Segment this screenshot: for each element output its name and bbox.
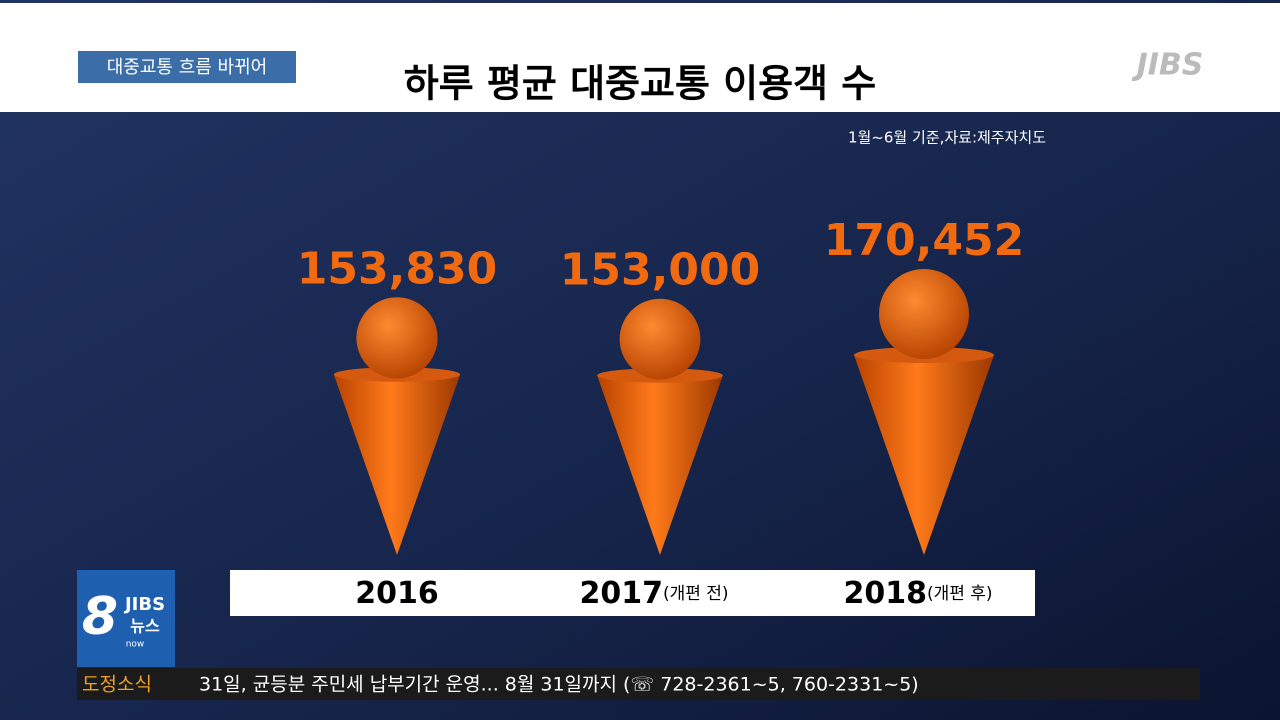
x-tick-label: 2016: [355, 576, 439, 611]
ticker-text: 31일, 균등분 주민세 납부기간 운영... 8월 31일까지 (☏ 728-…: [199, 674, 919, 696]
tag-box: [78, 51, 296, 83]
category: 2017: [579, 576, 663, 611]
chart-title: 하루 평균 대중교통 이용객 수: [404, 62, 876, 106]
figure-body: [597, 370, 723, 555]
value-label: 153,000: [560, 245, 760, 296]
tag: 대중교통 흐름 바뀌어: [107, 57, 267, 78]
person-figure: [854, 269, 994, 555]
ticker-label: 도정소식: [82, 674, 152, 696]
figure-head: [619, 298, 701, 380]
figure-body: [854, 349, 994, 555]
person-figure: [333, 297, 461, 555]
category-note: (개편 전): [663, 584, 729, 604]
logo-brand: JIBS: [123, 594, 165, 615]
ticker-bar: [77, 668, 1200, 700]
x-tick-label: 2018(개편 후): [843, 576, 992, 611]
logo-word: 뉴스: [130, 617, 160, 636]
figure-body: [333, 369, 461, 555]
logo-number: 8: [82, 587, 118, 647]
category-note: (개편 후): [927, 584, 993, 604]
category-bar: [230, 570, 1035, 616]
value-label: 153,830: [297, 243, 497, 294]
category: 2018: [843, 576, 927, 611]
category: 2016: [355, 576, 439, 611]
x-tick-label: 2017(개편 전): [579, 576, 728, 611]
logo-box: [77, 570, 175, 667]
figure-head: [356, 297, 438, 379]
logo-sub: now: [126, 640, 145, 650]
figure-head: [879, 269, 969, 359]
value-label: 170,452: [824, 215, 1024, 266]
logo: JIBS: [1132, 48, 1204, 83]
person-figure: [597, 298, 723, 555]
subtitle: 1월~6월 기준,자료:제주자치도: [848, 129, 1046, 147]
